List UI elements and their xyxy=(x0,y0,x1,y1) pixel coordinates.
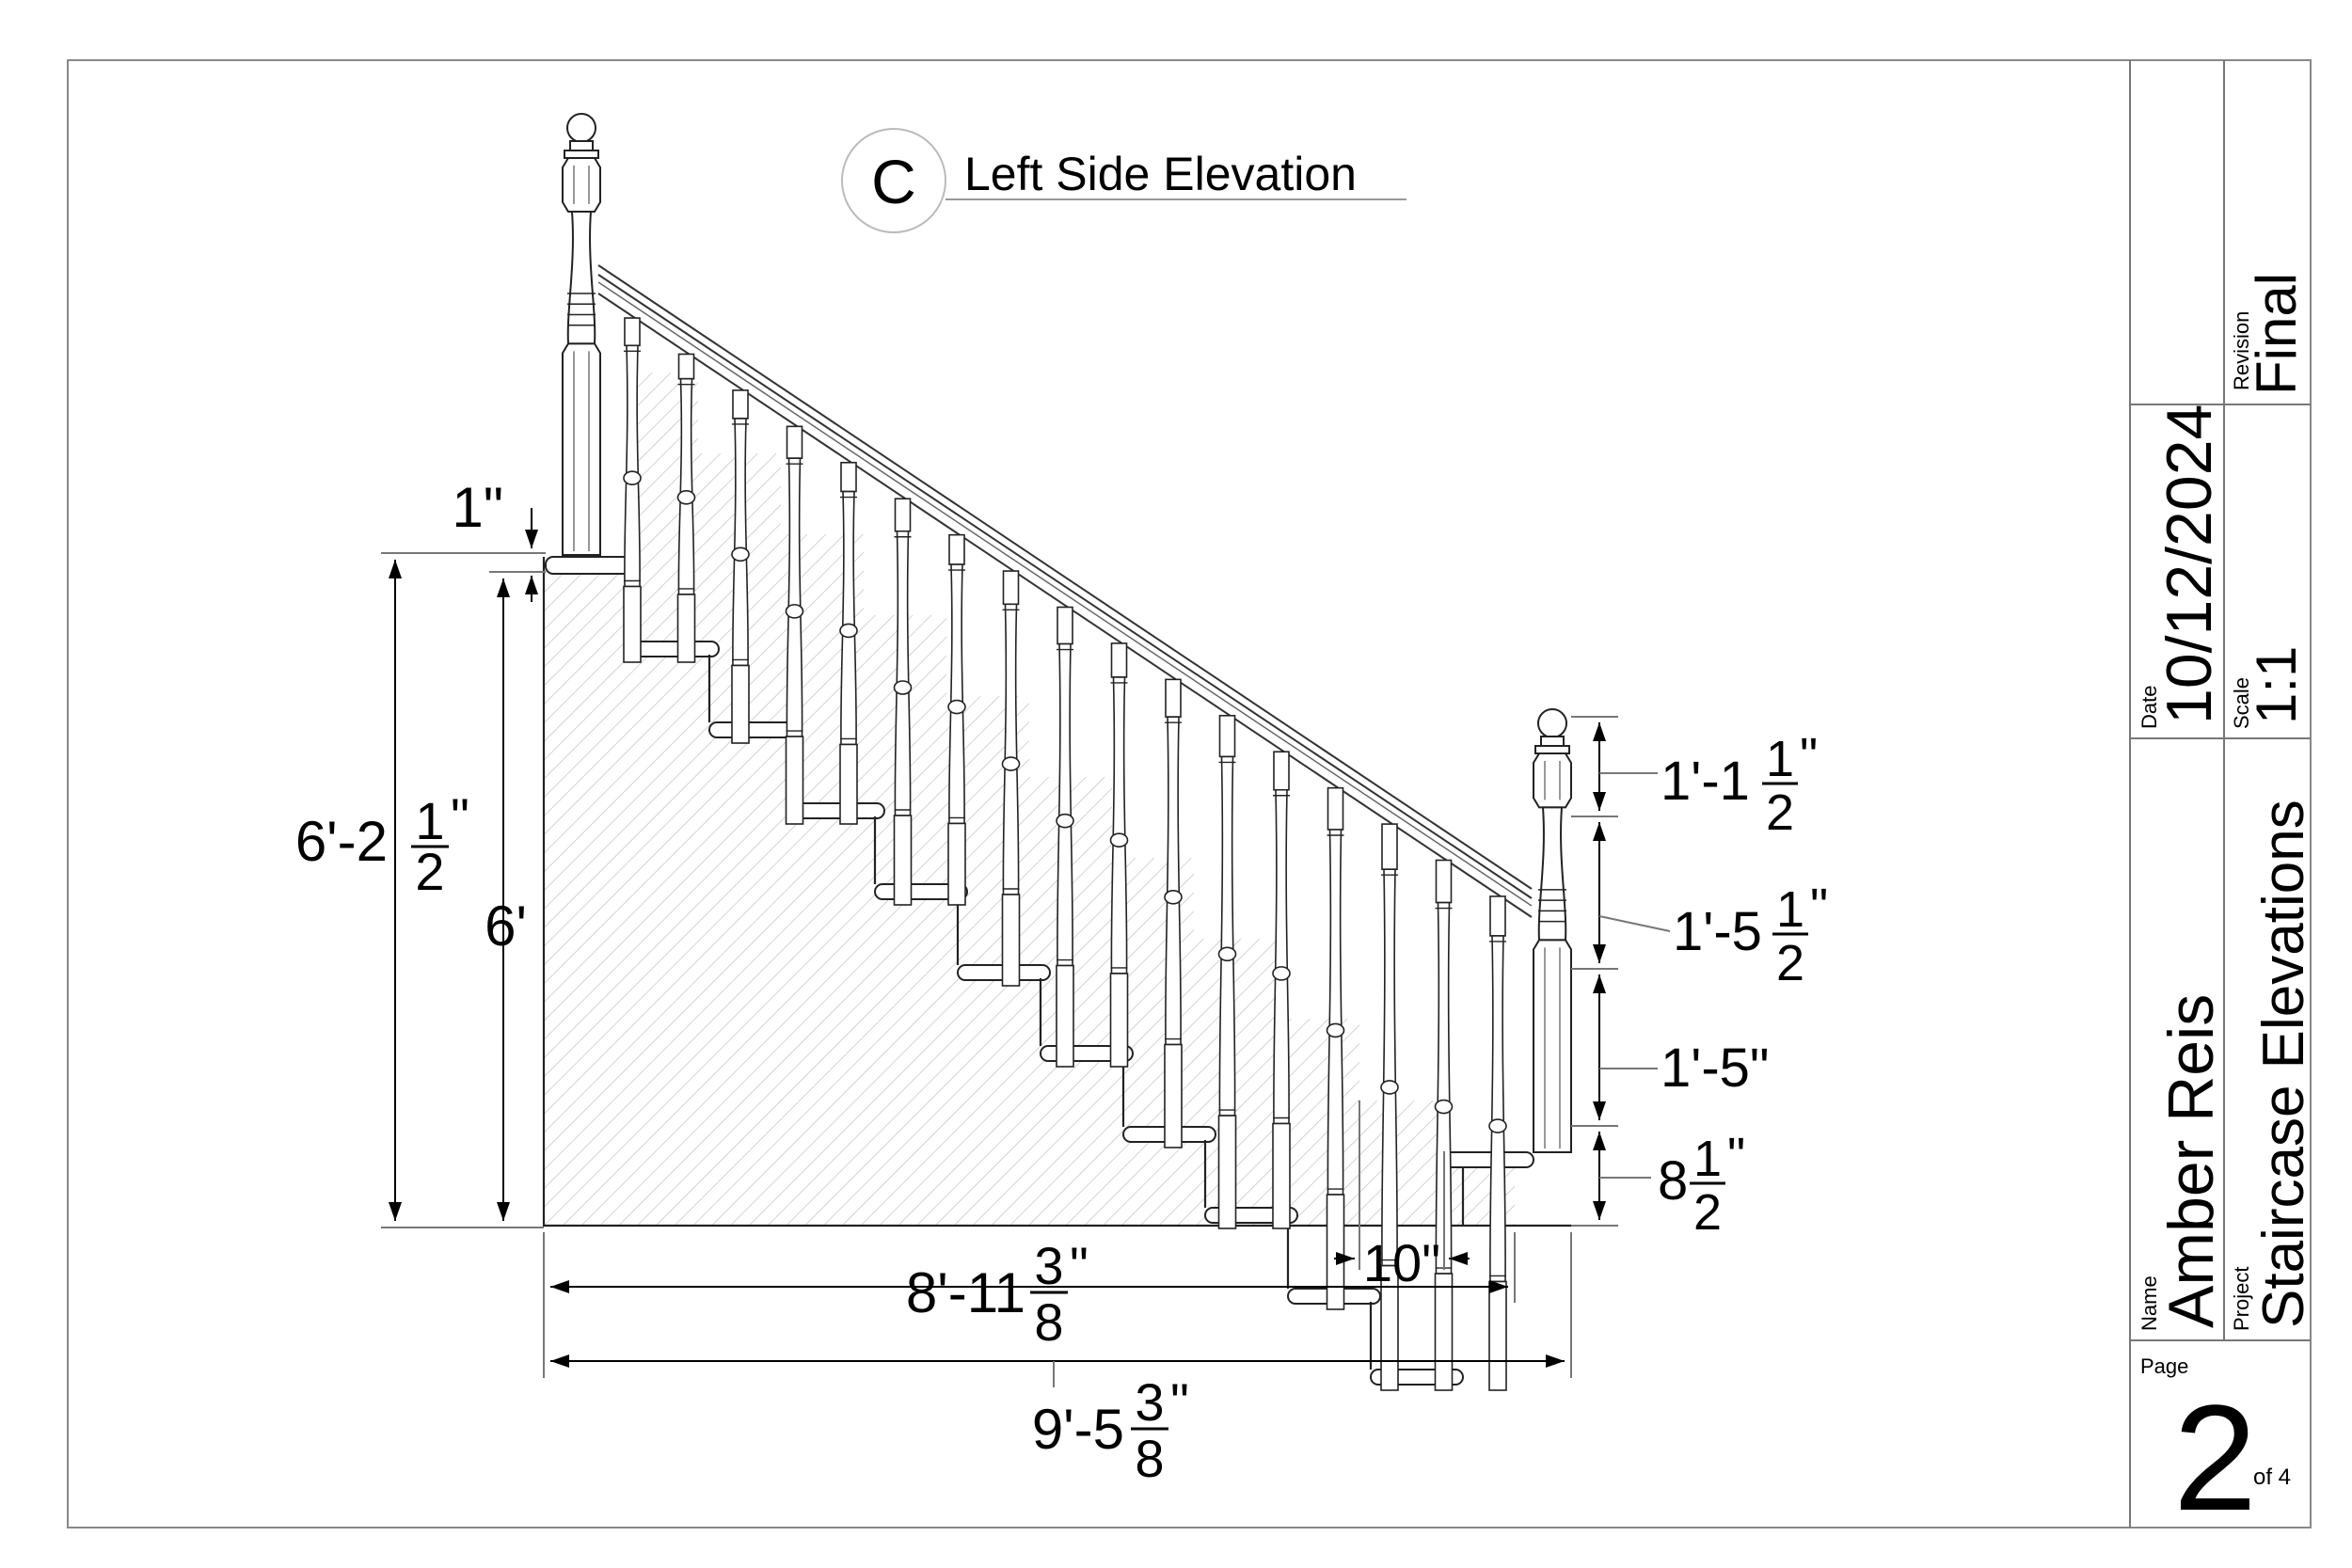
svg-text:9'-5: 9'-5 xyxy=(1032,1398,1124,1461)
baluster xyxy=(1326,786,1345,1310)
svg-text:2: 2 xyxy=(1766,784,1794,841)
dimension-labels: 1" 6'-2 1 2 " 6' 1'-1 1 2 " 1'-5 1 2 " 1… xyxy=(295,476,1828,1488)
baluster xyxy=(1164,678,1183,1148)
dim-post-mid: 1'-5 1 2 " xyxy=(1673,879,1828,991)
svg-text:": " xyxy=(1170,1372,1189,1432)
svg-text:1'-5: 1'-5 xyxy=(1673,901,1762,962)
svg-text:1: 1 xyxy=(1776,881,1804,938)
svg-text:8: 8 xyxy=(1034,1292,1063,1352)
view-marker-circle xyxy=(841,128,946,233)
svg-text:2: 2 xyxy=(1693,1184,1722,1241)
date-label: Date xyxy=(2137,686,2161,729)
newel-post-bottom xyxy=(1533,708,1572,1153)
dim-post-cap: 1" xyxy=(452,476,503,539)
baluster xyxy=(1109,642,1129,1068)
page-of: of 4 xyxy=(2253,1465,2291,1490)
baluster xyxy=(1001,570,1021,987)
newel-posts xyxy=(562,113,1572,1153)
baluster xyxy=(1056,606,1074,1068)
scale-value: 1:1 xyxy=(2245,646,2308,724)
baluster xyxy=(839,461,858,825)
baluster xyxy=(623,317,642,663)
newel-post-top xyxy=(562,113,601,556)
svg-text:8'-11: 8'-11 xyxy=(906,1261,1025,1324)
svg-text:6'-2: 6'-2 xyxy=(295,810,388,873)
baluster xyxy=(1434,859,1454,1391)
project-label: Project xyxy=(2230,1267,2253,1331)
view-title-text: Left Side Elevation xyxy=(964,148,1357,200)
title-block: Revision Final Date 10/12/2024 Scale 1:1… xyxy=(2129,60,2316,1542)
svg-text:3: 3 xyxy=(1034,1236,1063,1295)
svg-text:": " xyxy=(451,787,469,847)
baluster xyxy=(1380,823,1399,1391)
dim-total-height: 6'-2 1 2 " xyxy=(295,787,469,901)
baluster xyxy=(893,498,913,906)
svg-text:3: 3 xyxy=(1135,1372,1164,1432)
view-marker-letter: C xyxy=(871,147,916,216)
view-title: C Left Side Elevation xyxy=(841,128,1406,233)
svg-text:8: 8 xyxy=(1658,1150,1688,1212)
name-value: Amber Reis xyxy=(2155,994,2227,1328)
dim-post-top: 1'-1 1 2 " xyxy=(1661,728,1818,841)
svg-text:": " xyxy=(1727,1128,1745,1184)
project-value: Staircase Elevations xyxy=(2251,800,2316,1328)
balusters xyxy=(623,317,1507,1391)
revision-label: Revision xyxy=(2230,311,2253,390)
svg-text:1: 1 xyxy=(1693,1131,1722,1187)
svg-text:": " xyxy=(1070,1236,1089,1295)
date-value: 10/12/2024 xyxy=(2153,404,2225,724)
baluster xyxy=(731,389,750,744)
svg-text:1'-1: 1'-1 xyxy=(1661,751,1750,812)
dim-run-length: 8'-11 3 8 " xyxy=(906,1236,1089,1352)
svg-text:": " xyxy=(1800,728,1818,784)
name-label: Name xyxy=(2137,1275,2161,1331)
dim-stair-height: 6' xyxy=(485,895,527,958)
revision-value: Final xyxy=(2245,273,2308,395)
baluster xyxy=(676,353,696,663)
baluster xyxy=(785,425,804,825)
page-label: Page xyxy=(2140,1354,2188,1378)
dimension-lines xyxy=(381,508,1671,1387)
scale-label: Scale xyxy=(2230,677,2253,729)
svg-text:2: 2 xyxy=(415,842,444,901)
svg-text:": " xyxy=(1810,879,1828,935)
svg-text:8: 8 xyxy=(1135,1429,1164,1488)
baluster xyxy=(1272,751,1291,1229)
baluster xyxy=(1488,895,1507,1391)
baluster xyxy=(1217,714,1237,1229)
dim-post-low: 1'-5" xyxy=(1661,1037,1770,1099)
dim-tread-depth: 10" xyxy=(1363,1233,1440,1292)
dim-post-base: 8 1 2 " xyxy=(1658,1128,1745,1241)
baluster xyxy=(947,533,966,906)
sheet-border xyxy=(67,59,2312,1528)
dim-total-length: 9'-5 3 8 " xyxy=(1032,1372,1189,1488)
handrail xyxy=(597,264,1533,918)
svg-text:1: 1 xyxy=(415,791,444,850)
svg-text:1: 1 xyxy=(1766,731,1794,787)
svg-text:2: 2 xyxy=(1776,935,1804,991)
page-number: 2 xyxy=(2173,1373,2257,1542)
